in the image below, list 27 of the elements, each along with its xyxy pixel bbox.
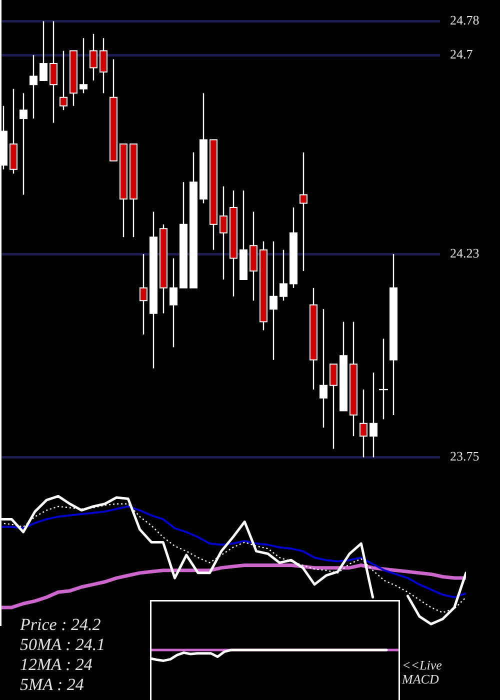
candlestick <box>220 186 228 280</box>
text: 12MA : 24 <box>20 655 92 675</box>
candlestick <box>60 50 68 111</box>
text: <<Live MACD <box>401 657 442 686</box>
candlestick <box>320 308 328 428</box>
candlestick <box>370 372 378 458</box>
candlestick <box>100 38 108 94</box>
text: 5MA : 24 <box>20 675 84 695</box>
text: 50MA : 24.1 <box>20 635 106 655</box>
candlestick <box>80 38 88 94</box>
y-tick-label: 24.78 <box>450 12 480 28</box>
candlestick <box>40 20 48 82</box>
y-tick-label: 24.23 <box>450 245 480 260</box>
candlestick <box>20 92 28 196</box>
candlestick <box>360 388 368 458</box>
candlestick <box>140 253 148 336</box>
candlestick <box>300 152 308 272</box>
y-tick-label: 23.75 <box>450 448 480 464</box>
candlestick <box>270 240 278 361</box>
candlestick <box>170 258 178 348</box>
candlestick <box>30 54 38 120</box>
candlestick <box>90 33 98 82</box>
candlestick <box>280 249 288 302</box>
candlestick <box>50 20 58 124</box>
y-tick-label: 24.7 <box>450 46 474 62</box>
candlestick <box>330 364 338 450</box>
annotation: Price : 24.2 <box>20 615 101 635</box>
